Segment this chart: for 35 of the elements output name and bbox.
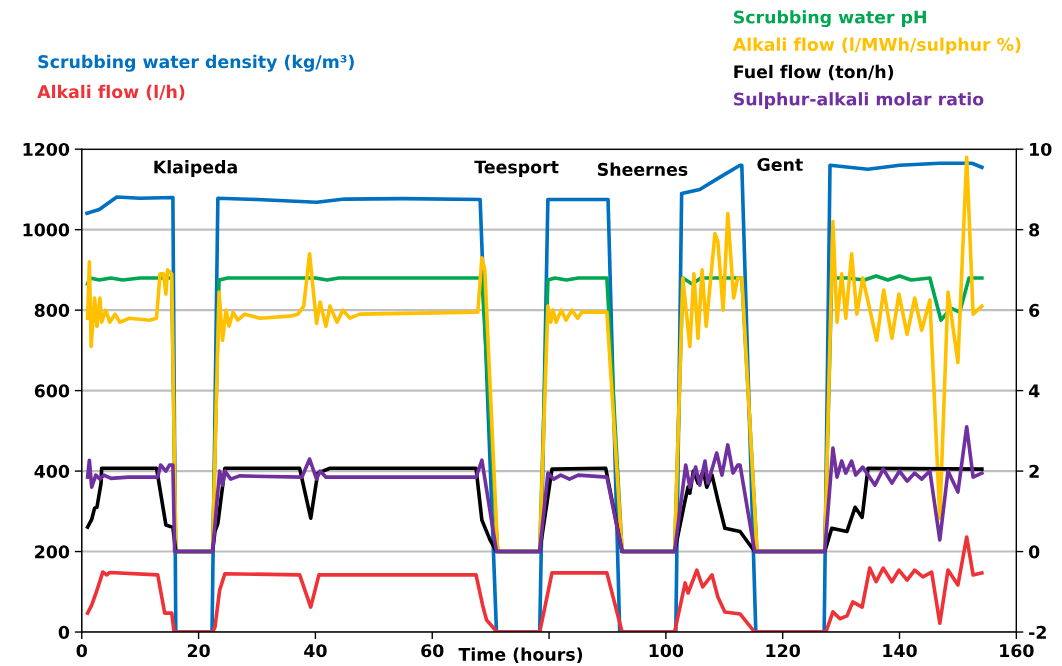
y-tick-label: 1000 <box>23 223 70 237</box>
x-tick-label: 0 <box>76 644 87 658</box>
x-tick-label: 100 <box>649 644 684 658</box>
x-tick-label: 120 <box>766 644 800 658</box>
y2-tick-label: 2 <box>1029 464 1039 478</box>
y-tick-label: 400 <box>34 464 70 478</box>
x-tick-label: 140 <box>883 644 917 658</box>
x-axis-title: Time (hours) <box>458 647 583 663</box>
y2-tick-label: 0 <box>1028 545 1040 559</box>
text: Fuel flow (ton/h) <box>734 64 894 81</box>
annotation: Gent <box>757 157 803 172</box>
text: Scrubbing water density (kg/m³) <box>38 54 354 72</box>
x-tick-label: 40 <box>304 644 327 658</box>
y-tick-label: 1200 <box>23 142 70 157</box>
y-tick-label: 600 <box>34 384 70 398</box>
y-tick-label: 200 <box>35 545 70 559</box>
y2-tick-label: 6 <box>1029 303 1040 317</box>
y2-tick-label: -2 <box>1029 625 1046 639</box>
y2-tick-label: 8 <box>1029 223 1040 237</box>
text: Alkali flow (l/MWh/sulphur %) <box>732 37 1021 55</box>
x-tick-label: 20 <box>187 644 210 658</box>
text: Sulphur-alkali molar ratio <box>734 92 984 109</box>
text: Scrubbing water pH <box>734 10 926 28</box>
annotation: Klaipeda <box>154 160 237 177</box>
x-tick-label: 60 <box>421 644 444 658</box>
y-tick-label: 800 <box>34 303 70 317</box>
y-tick-label: 0 <box>58 625 70 639</box>
annotation: Teesport <box>474 160 559 177</box>
y2-tick-label: 10 <box>1030 142 1052 157</box>
x-tick-label: 160 <box>1000 644 1034 658</box>
annotation: Sheernes <box>597 162 688 176</box>
y2-tick-label: 4 <box>1028 384 1040 398</box>
line-series <box>85 425 984 554</box>
line-series <box>85 535 984 633</box>
text: Alkali flow (l/h) <box>37 84 185 101</box>
